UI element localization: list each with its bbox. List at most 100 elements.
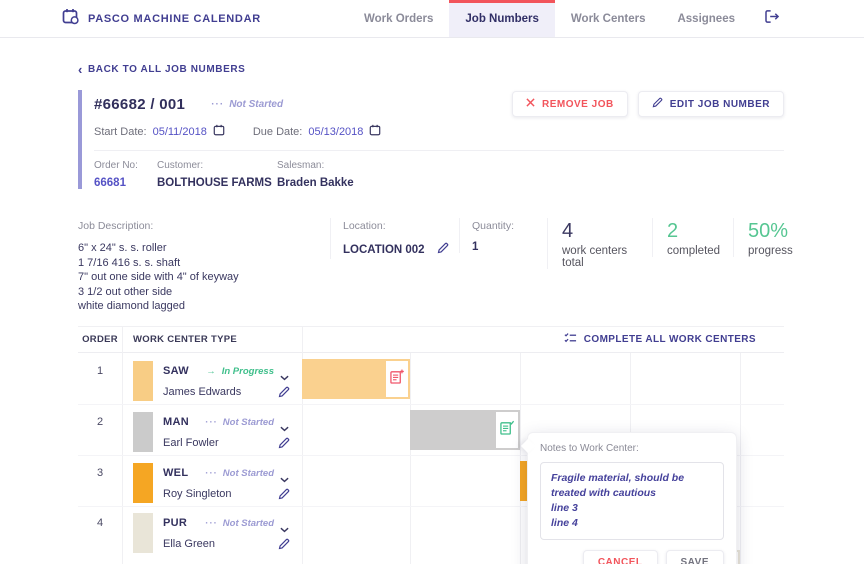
work-center-color-swatch bbox=[133, 361, 153, 401]
remove-job-button[interactable]: REMOVE JOB bbox=[512, 91, 628, 117]
notes-popover: Notes to Work Center: Fragile material, … bbox=[520, 432, 737, 564]
chevron-down-icon[interactable] bbox=[280, 368, 289, 386]
work-center-color-swatch bbox=[133, 513, 153, 553]
row-divider bbox=[78, 506, 784, 507]
pencil-icon[interactable] bbox=[278, 385, 290, 403]
cancel-button[interactable]: CANCEL bbox=[582, 550, 658, 564]
note-line: line 4 bbox=[551, 517, 578, 529]
due-date-value[interactable]: 05/13/2018 bbox=[308, 126, 364, 138]
row-order-number: 1 bbox=[96, 365, 104, 377]
logout-button[interactable] bbox=[751, 0, 786, 37]
customer-field: Customer: BOLTHOUSE FARMS bbox=[157, 160, 277, 189]
checklist-icon bbox=[564, 332, 577, 347]
stat-progress: 50% progress bbox=[733, 218, 793, 257]
back-chevron-icon: ‹ bbox=[78, 61, 83, 77]
calendar-icon[interactable] bbox=[213, 123, 225, 141]
grid-line bbox=[302, 326, 303, 564]
work-center-row: 1 SAW → In Progress James Edwards bbox=[78, 356, 784, 406]
work-center-row: 2 MAN ··· Not Started Earl Fowler bbox=[78, 407, 784, 457]
note-add-icon bbox=[390, 369, 404, 389]
assignee-name: Roy Singleton bbox=[163, 488, 232, 500]
back-to-job-numbers-link[interactable]: ‹ BACK TO ALL JOB NUMBERS bbox=[78, 61, 246, 77]
description-line: 7" out one side with 4" of keyway bbox=[78, 271, 239, 283]
chevron-down-icon[interactable] bbox=[280, 520, 289, 538]
table-header-row: ORDER WORK CENTER TYPE COMPLETE ALL WORK… bbox=[78, 326, 784, 353]
assignee-name: Earl Fowler bbox=[163, 437, 219, 449]
complete-all-work-centers-button[interactable]: COMPLETE ALL WORK CENTERS bbox=[564, 332, 756, 347]
top-navbar: PASCO MACHINE CALENDAR Work Orders Job N… bbox=[0, 0, 864, 38]
pencil-icon[interactable] bbox=[278, 436, 290, 454]
job-header-card: #66682 / 001 ··· Not Started REMOVE JOB E… bbox=[78, 90, 784, 189]
divider bbox=[94, 150, 784, 151]
work-center-row: 3 WEL ··· Not Started Roy Singleton bbox=[78, 458, 784, 508]
gantt-bar-man[interactable] bbox=[410, 410, 520, 450]
note-check-icon bbox=[500, 420, 515, 440]
location-field: Location: LOCATION 002 bbox=[330, 218, 459, 259]
order-no-field: Order No: 66681 bbox=[94, 160, 157, 189]
grid-line bbox=[122, 326, 123, 564]
notes-textarea[interactable]: Fragile material, should be treated with… bbox=[540, 462, 724, 540]
work-center-status: → In Progress bbox=[206, 366, 274, 377]
stat-work-centers-total: 4 work centers total bbox=[547, 218, 652, 269]
work-center-row: 4 PUR ··· Not Started Ella Green bbox=[78, 508, 784, 558]
note-line: Fragile material, should be treated with… bbox=[551, 472, 685, 499]
nav-tabs: Work Orders Job Numbers Work Centers Ass… bbox=[348, 0, 786, 37]
due-date-field: Due Date: 05/13/2018 bbox=[253, 123, 382, 141]
stat-completed: 2 completed bbox=[652, 218, 733, 257]
edit-job-number-button[interactable]: EDIT JOB NUMBER bbox=[637, 91, 784, 117]
grid-line bbox=[740, 353, 741, 564]
salesman-value: Braden Bakke bbox=[277, 177, 354, 189]
chevron-down-icon[interactable] bbox=[280, 419, 289, 437]
pencil-icon[interactable] bbox=[278, 487, 290, 505]
row-divider bbox=[78, 404, 784, 405]
calendar-logo-icon bbox=[62, 8, 80, 30]
job-details-section: Job Description: 6" x 24" s. s. roller 1… bbox=[78, 218, 793, 314]
add-note-button[interactable] bbox=[386, 361, 408, 397]
work-center-status: ··· Not Started bbox=[205, 417, 274, 428]
tab-work-centers[interactable]: Work Centers bbox=[570, 12, 646, 25]
pencil-icon[interactable] bbox=[278, 537, 290, 555]
note-saved-button[interactable] bbox=[496, 412, 518, 448]
row-divider bbox=[78, 455, 784, 456]
work-center-type: MAN bbox=[163, 416, 189, 428]
pencil-icon[interactable] bbox=[437, 241, 449, 259]
logout-icon bbox=[765, 9, 780, 28]
tab-work-orders[interactable]: Work Orders bbox=[363, 12, 434, 25]
grid-line bbox=[520, 353, 521, 564]
order-no-link[interactable]: 66681 bbox=[94, 177, 126, 189]
tab-assignees[interactable]: Assignees bbox=[677, 12, 735, 25]
pencil-icon bbox=[652, 97, 663, 111]
quantity-value: 1 bbox=[472, 241, 479, 253]
work-center-type: PUR bbox=[163, 517, 188, 529]
save-button[interactable]: SAVE bbox=[665, 550, 724, 564]
tab-job-numbers[interactable]: Job Numbers bbox=[449, 0, 555, 37]
app-brand[interactable]: PASCO MACHINE CALENDAR bbox=[62, 0, 261, 37]
job-description: Job Description: 6" x 24" s. s. roller 1… bbox=[78, 218, 330, 314]
note-line: line 3 bbox=[551, 502, 578, 514]
grid-line bbox=[410, 353, 411, 564]
start-date-value[interactable]: 05/11/2018 bbox=[152, 126, 207, 138]
job-status-badge: ··· Not Started bbox=[211, 98, 284, 110]
assignee-name: James Edwards bbox=[163, 386, 242, 398]
row-order-number: 4 bbox=[96, 517, 104, 529]
calendar-icon[interactable] bbox=[369, 123, 381, 141]
work-center-color-swatch bbox=[133, 412, 153, 452]
row-order-number: 2 bbox=[96, 416, 104, 428]
quantity-field: Quantity: 1 bbox=[459, 218, 547, 253]
app-title: PASCO MACHINE CALENDAR bbox=[88, 12, 261, 25]
work-center-type: SAW bbox=[163, 365, 189, 377]
chevron-down-icon[interactable] bbox=[280, 470, 289, 488]
back-link-label: BACK TO ALL JOB NUMBERS bbox=[87, 64, 246, 75]
work-center-status: ··· Not Started bbox=[205, 468, 274, 479]
gantt-bar-saw[interactable] bbox=[302, 359, 410, 399]
start-date-field: Start Date: 05/11/2018 bbox=[94, 123, 225, 141]
popover-title: Notes to Work Center: bbox=[540, 443, 639, 454]
assignee-name: Ella Green bbox=[163, 538, 215, 550]
work-centers-table: ORDER WORK CENTER TYPE COMPLETE ALL WORK… bbox=[78, 326, 784, 564]
row-order-number: 3 bbox=[96, 467, 104, 479]
work-center-type: WEL bbox=[163, 467, 189, 479]
salesman-field: Salesman: Braden Bakke bbox=[277, 160, 354, 189]
customer-value: BOLTHOUSE FARMS bbox=[157, 177, 272, 189]
work-center-color-swatch bbox=[133, 463, 153, 503]
